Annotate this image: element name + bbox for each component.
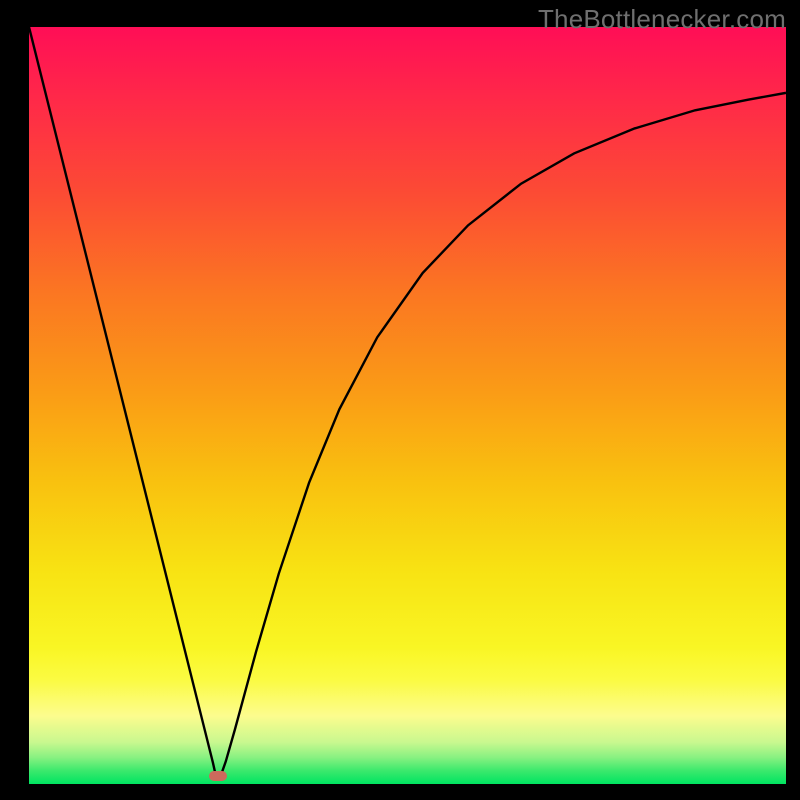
plot-area	[29, 27, 786, 784]
chart-container: TheBottlenecker.com	[0, 0, 800, 800]
bottleneck-curve	[29, 27, 786, 784]
watermark-text: TheBottlenecker.com	[538, 4, 786, 35]
minimum-marker	[209, 771, 227, 781]
curve-path	[29, 27, 786, 776]
